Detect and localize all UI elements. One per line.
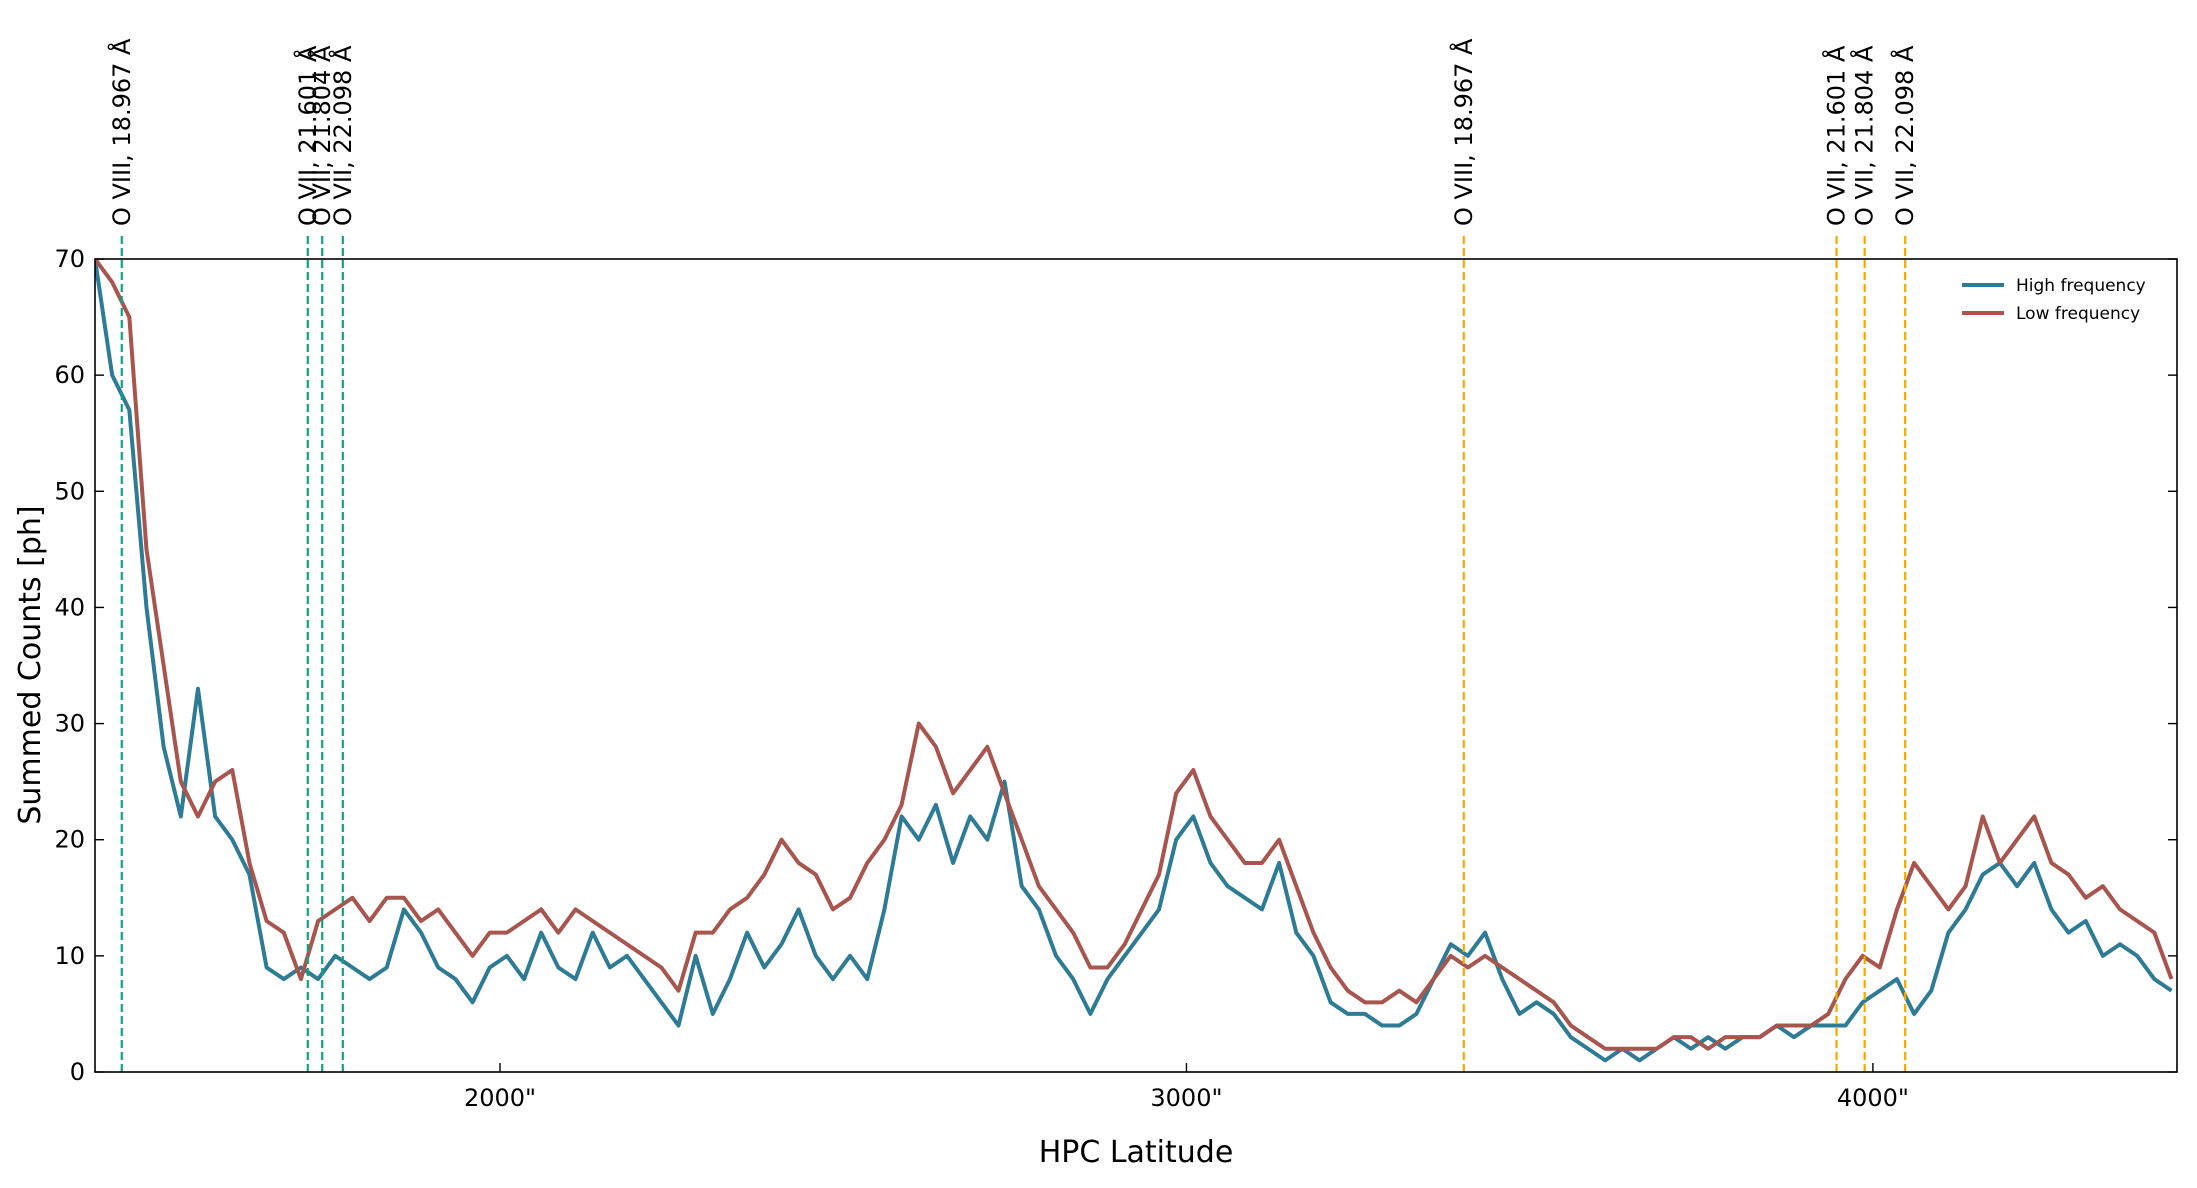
x-tick-label: 4000" xyxy=(1837,1084,1909,1112)
y-tick-label: 40 xyxy=(54,593,85,621)
emission-line-label: O VII, 21.601 Å xyxy=(293,45,322,226)
emission-line-label: O VII, 22.098 Å xyxy=(1890,45,1919,226)
x-tick-label: 3000" xyxy=(1150,1084,1222,1112)
y-tick-label: 30 xyxy=(54,710,85,738)
y-tick-label: 0 xyxy=(70,1058,85,1086)
plot-frame xyxy=(94,258,2178,1073)
y-tick-label: 50 xyxy=(54,477,85,505)
data-line xyxy=(95,259,2174,1051)
y-axis-label: Summed Counts [ph] xyxy=(13,505,48,824)
x-axis-label: HPC Latitude xyxy=(1039,1135,1234,1170)
emission-line-label: O VII, 22.098 Å xyxy=(328,45,357,226)
emission-line-label: O VII, 21.601 Å xyxy=(1822,45,1851,226)
emission-line-label: O VII, 21.804 Å xyxy=(307,45,336,226)
y-tick-label: 60 xyxy=(54,361,85,389)
plot-area xyxy=(95,259,2174,1063)
y-tick-label: 10 xyxy=(54,942,85,970)
legend-label: High frequency xyxy=(2016,276,2146,296)
x-tick-label: 2000" xyxy=(464,1084,536,1112)
y-tick-label: 20 xyxy=(54,826,85,854)
emission-line-label: O VII, 21.804 Å xyxy=(1850,45,1879,226)
emission-line-label: O VIII, 18.967 Å xyxy=(107,38,136,226)
data-line xyxy=(95,259,2173,1063)
emission-line-label: O VIII, 18.967 Å xyxy=(1449,38,1478,226)
legend-label: Low frequency xyxy=(2016,304,2140,324)
y-tick-label: 70 xyxy=(54,245,85,273)
